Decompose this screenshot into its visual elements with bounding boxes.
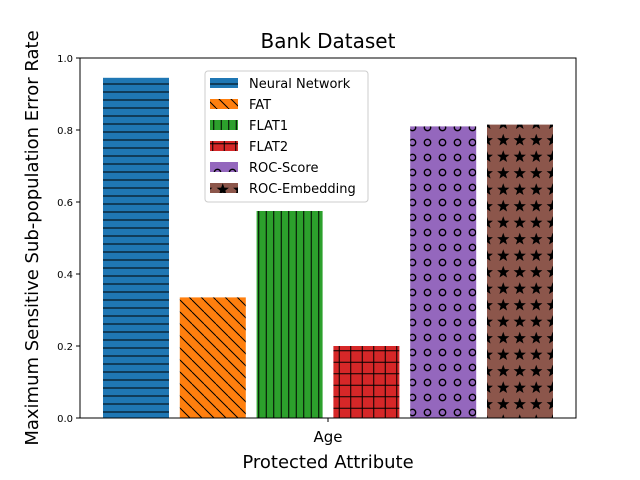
y-tick-label: 0.0 [57, 414, 73, 425]
x-axis-label: Protected Attribute [242, 452, 413, 473]
bar-flat1 [256, 211, 323, 418]
legend-frame [204, 70, 369, 203]
bar-roc-score [410, 126, 477, 419]
y-tick-label: 0.4 [57, 270, 73, 281]
legend-swatch-roc-embedding [210, 183, 238, 193]
y-tick-label: 0.6 [57, 198, 73, 209]
bar-flat2 [333, 346, 400, 418]
legend-swatch-flat2 [210, 141, 238, 151]
legend-label-neural-network: Neural Network [249, 77, 351, 92]
legend-label-roc-embedding: ROC-Embedding [249, 182, 356, 197]
y-tick-label: 0.8 [57, 126, 73, 137]
y-axis-label: Maximum Sensitive Sub-population Error R… [22, 30, 43, 445]
legend-label-fat: FAT [249, 98, 271, 113]
legend-swatch-fat [210, 99, 238, 109]
legend-label-flat2: FLAT2 [249, 140, 288, 155]
x-axis: Age [313, 418, 343, 446]
bar-roc-embedding [487, 124, 553, 418]
y-tick-label: 1.0 [57, 54, 73, 65]
bars-group [103, 77, 553, 419]
legend: Neural Network FAT FLAT1 FLAT2 ROC-Score ROC-… [204, 70, 369, 203]
legend-label-roc-score: ROC-Score [249, 161, 318, 176]
y-tick-label: 0.2 [57, 342, 73, 353]
legend-swatch-flat1 [210, 120, 238, 130]
legend-label-flat1: FLAT1 [249, 119, 288, 134]
bar-fat [179, 297, 246, 418]
x-tick-label: Age [313, 428, 342, 446]
legend-swatch-roc-score [210, 162, 238, 172]
chart-title: Bank Dataset [261, 29, 396, 53]
y-axis: 0.0 0.2 0.4 0.6 0.8 1.0 [57, 54, 80, 425]
legend-swatch-neural-network [210, 78, 238, 88]
bar-neural-network [103, 77, 169, 419]
